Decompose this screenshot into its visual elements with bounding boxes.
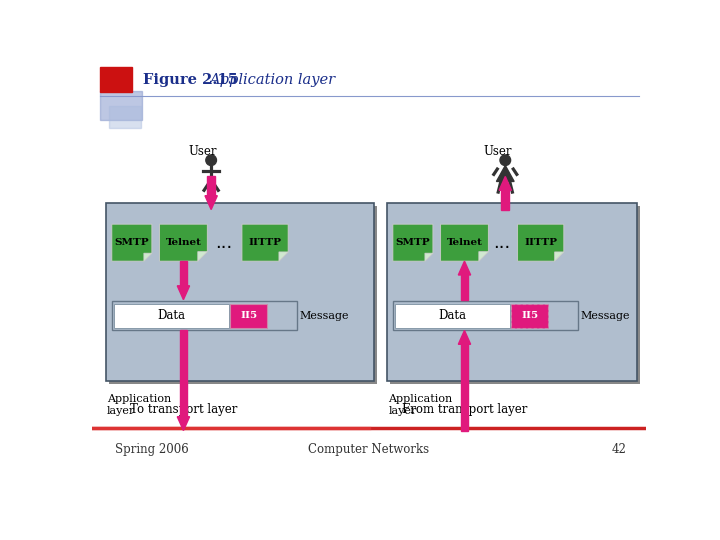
Text: Data: Data: [158, 309, 186, 322]
Text: IITTP: IITTP: [524, 238, 557, 247]
Text: Figure 2.15: Figure 2.15: [143, 73, 238, 87]
Text: Message: Message: [581, 311, 630, 321]
Text: Telnet: Telnet: [166, 238, 202, 247]
Bar: [461, 345, 468, 430]
Bar: [461, 275, 468, 300]
Text: ...: ...: [494, 234, 510, 252]
Bar: [501, 190, 509, 210]
Bar: [109, 106, 141, 128]
Bar: [387, 204, 637, 381]
Polygon shape: [479, 252, 488, 261]
Polygon shape: [518, 224, 564, 261]
Circle shape: [500, 155, 510, 166]
Text: ...: ...: [215, 234, 233, 252]
Polygon shape: [177, 417, 189, 430]
Text: Application layer: Application layer: [209, 73, 335, 87]
Bar: [179, 330, 187, 417]
Text: Data: Data: [438, 309, 467, 322]
Polygon shape: [198, 252, 207, 261]
Polygon shape: [112, 224, 152, 261]
Polygon shape: [160, 224, 207, 261]
Text: Telnet: Telnet: [446, 238, 482, 247]
Text: SMTP: SMTP: [114, 238, 149, 247]
Text: IITTP: IITTP: [248, 238, 282, 247]
Polygon shape: [177, 286, 189, 300]
Text: Message: Message: [300, 311, 349, 321]
Polygon shape: [554, 252, 564, 261]
Bar: [511, 303, 548, 328]
Text: II5: II5: [240, 312, 257, 320]
Bar: [99, 67, 132, 92]
Polygon shape: [496, 166, 514, 181]
Text: Spring 2006: Spring 2006: [115, 443, 189, 456]
Polygon shape: [393, 224, 433, 261]
Text: From transport layer: From transport layer: [402, 403, 527, 416]
Text: II5: II5: [521, 312, 539, 320]
Text: User: User: [188, 145, 217, 158]
Polygon shape: [279, 252, 288, 261]
Bar: [99, 91, 142, 120]
Bar: [109, 206, 377, 383]
Polygon shape: [459, 330, 471, 345]
Text: Application
layer: Application layer: [107, 394, 171, 416]
Bar: [179, 261, 187, 286]
Text: Application
layer: Application layer: [388, 394, 452, 416]
Bar: [390, 206, 640, 383]
Bar: [114, 303, 229, 328]
Polygon shape: [425, 253, 433, 261]
Text: 42: 42: [612, 443, 627, 456]
Text: SMTP: SMTP: [395, 238, 431, 247]
Polygon shape: [205, 195, 217, 210]
Polygon shape: [499, 177, 511, 190]
Bar: [393, 301, 577, 330]
Circle shape: [206, 155, 217, 166]
Polygon shape: [459, 261, 471, 275]
Text: Computer Networks: Computer Networks: [308, 443, 430, 456]
Polygon shape: [144, 253, 152, 261]
Text: To transport layer: To transport layer: [130, 403, 237, 416]
Bar: [112, 301, 297, 330]
Bar: [106, 204, 374, 381]
Bar: [207, 177, 215, 195]
Polygon shape: [441, 224, 488, 261]
Text: User: User: [484, 145, 512, 158]
Bar: [230, 303, 267, 328]
Polygon shape: [242, 224, 288, 261]
Bar: [395, 303, 510, 328]
